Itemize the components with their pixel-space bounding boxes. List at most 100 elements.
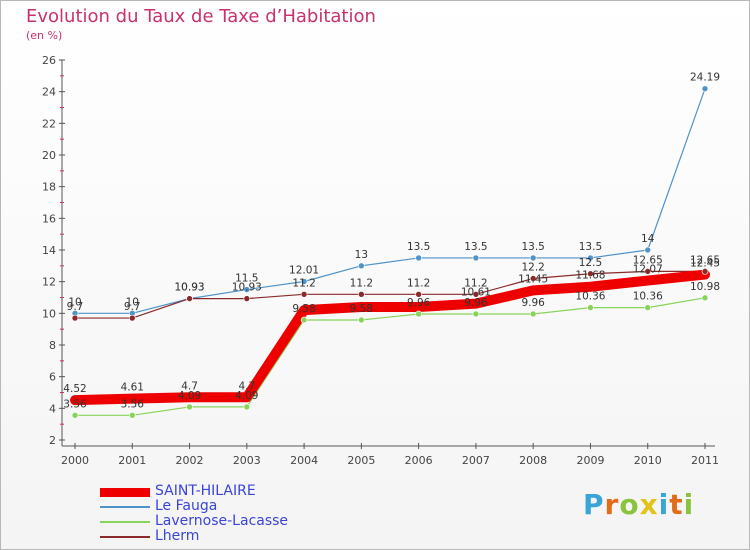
data-point [243, 403, 251, 411]
x-tick-label: 2006 [405, 454, 433, 467]
data-label: 11.68 [575, 270, 605, 282]
data-point [128, 314, 136, 322]
data-point [358, 291, 365, 298]
logo-letter: o [619, 488, 640, 521]
logo-letter: t [669, 488, 684, 521]
data-label: 24.19 [690, 72, 720, 84]
data-label: 9.58 [292, 303, 315, 315]
series-line-2 [74, 297, 706, 416]
y-tick-label: 2 [49, 434, 56, 447]
series-line-3 [74, 270, 706, 319]
data-label: 13.5 [521, 241, 544, 253]
data-label: 13.5 [464, 241, 487, 253]
data-label: 10.93 [175, 282, 205, 294]
data-label: 12.5 [579, 257, 602, 269]
y-tick-label: 4 [49, 402, 56, 415]
data-label: 9.7 [124, 301, 141, 313]
data-point [300, 291, 308, 298]
x-tick-label: 2000 [61, 454, 89, 467]
data-label: 4.52 [63, 383, 86, 395]
data-point [529, 310, 537, 318]
data-point [644, 268, 652, 275]
data-point [472, 254, 480, 262]
data-label: 13.5 [579, 241, 602, 253]
data-label: 11.45 [518, 273, 548, 285]
data-label: 10.93 [232, 282, 262, 294]
data-label: 3.56 [121, 398, 145, 410]
logo-letter: i [658, 488, 670, 521]
data-point [472, 310, 480, 318]
data-point [644, 304, 652, 311]
data-point [701, 294, 709, 302]
y-tick-label: 14 [42, 244, 56, 257]
data-label: 4.7 [238, 380, 255, 392]
legend-swatch [100, 536, 150, 538]
x-tick-label: 2003 [233, 454, 261, 467]
data-point [587, 270, 594, 278]
data-point [701, 268, 709, 275]
x-tick-label: 2008 [519, 454, 547, 467]
data-label: 4.09 [178, 390, 201, 402]
y-tick-label: 8 [49, 339, 56, 352]
data-label: 9.96 [407, 297, 431, 309]
data-point [472, 291, 480, 298]
data-point [358, 316, 365, 324]
data-label: 4.09 [235, 390, 258, 402]
data-point [300, 278, 308, 285]
data-label: 10.98 [690, 281, 720, 293]
series-line-1 [74, 88, 706, 314]
series-lines [70, 88, 710, 416]
x-tick-label: 2004 [290, 454, 318, 467]
data-points [71, 85, 709, 419]
data-point [415, 291, 422, 298]
logo-letter: x [639, 488, 659, 521]
data-point [587, 254, 594, 262]
data-label: 12.65 [690, 254, 720, 266]
y-tick-label: 6 [49, 371, 56, 384]
chart-title: Evolution du Taux de Taxe d’Habitation [26, 6, 376, 27]
data-label: 10.36 [633, 291, 663, 303]
logo-letter: P [583, 488, 605, 521]
data-label: 12.01 [289, 265, 319, 277]
data-point [243, 286, 251, 293]
data-label: 11.2 [350, 277, 373, 289]
data-point [358, 262, 365, 270]
data-label: 10 [68, 296, 81, 308]
data-point [186, 295, 193, 302]
data-point [415, 310, 422, 318]
data-label: 11.2 [292, 277, 315, 289]
data-point [529, 254, 537, 262]
data-label: 11.2 [407, 277, 430, 289]
legend-swatch [100, 521, 150, 523]
data-label: 10.36 [575, 291, 605, 303]
data-label: 10.61 [461, 287, 491, 299]
data-point [71, 314, 79, 322]
data-label: 11.2 [464, 277, 487, 289]
data-label: 11.5 [235, 273, 258, 285]
data-label: 12.2 [521, 262, 544, 274]
data-point [71, 411, 79, 419]
data-point [186, 403, 193, 411]
legend-label: Lavernose-Lacasse [155, 513, 289, 529]
data-label: 9.58 [350, 303, 373, 315]
legend-swatch [100, 487, 150, 497]
data-label: 4.7 [181, 380, 198, 392]
x-tick-label: 2002 [176, 454, 204, 467]
data-point [587, 304, 594, 311]
logo-letter: i [683, 488, 695, 521]
y-tick-label: 26 [42, 54, 56, 67]
data-label: 4.61 [121, 382, 144, 394]
y-tick-label: 16 [42, 212, 56, 225]
data-point [644, 246, 652, 254]
data-label: 12.07 [633, 264, 663, 276]
data-label: 10 [126, 296, 139, 308]
unit-label: (en %) [26, 29, 63, 42]
x-tick-label: 2009 [576, 454, 604, 467]
x-tick-label: 2011 [691, 454, 719, 467]
x-tick-label: 2005 [347, 454, 375, 467]
data-point [243, 295, 251, 302]
y-tick-label: 18 [42, 181, 56, 194]
